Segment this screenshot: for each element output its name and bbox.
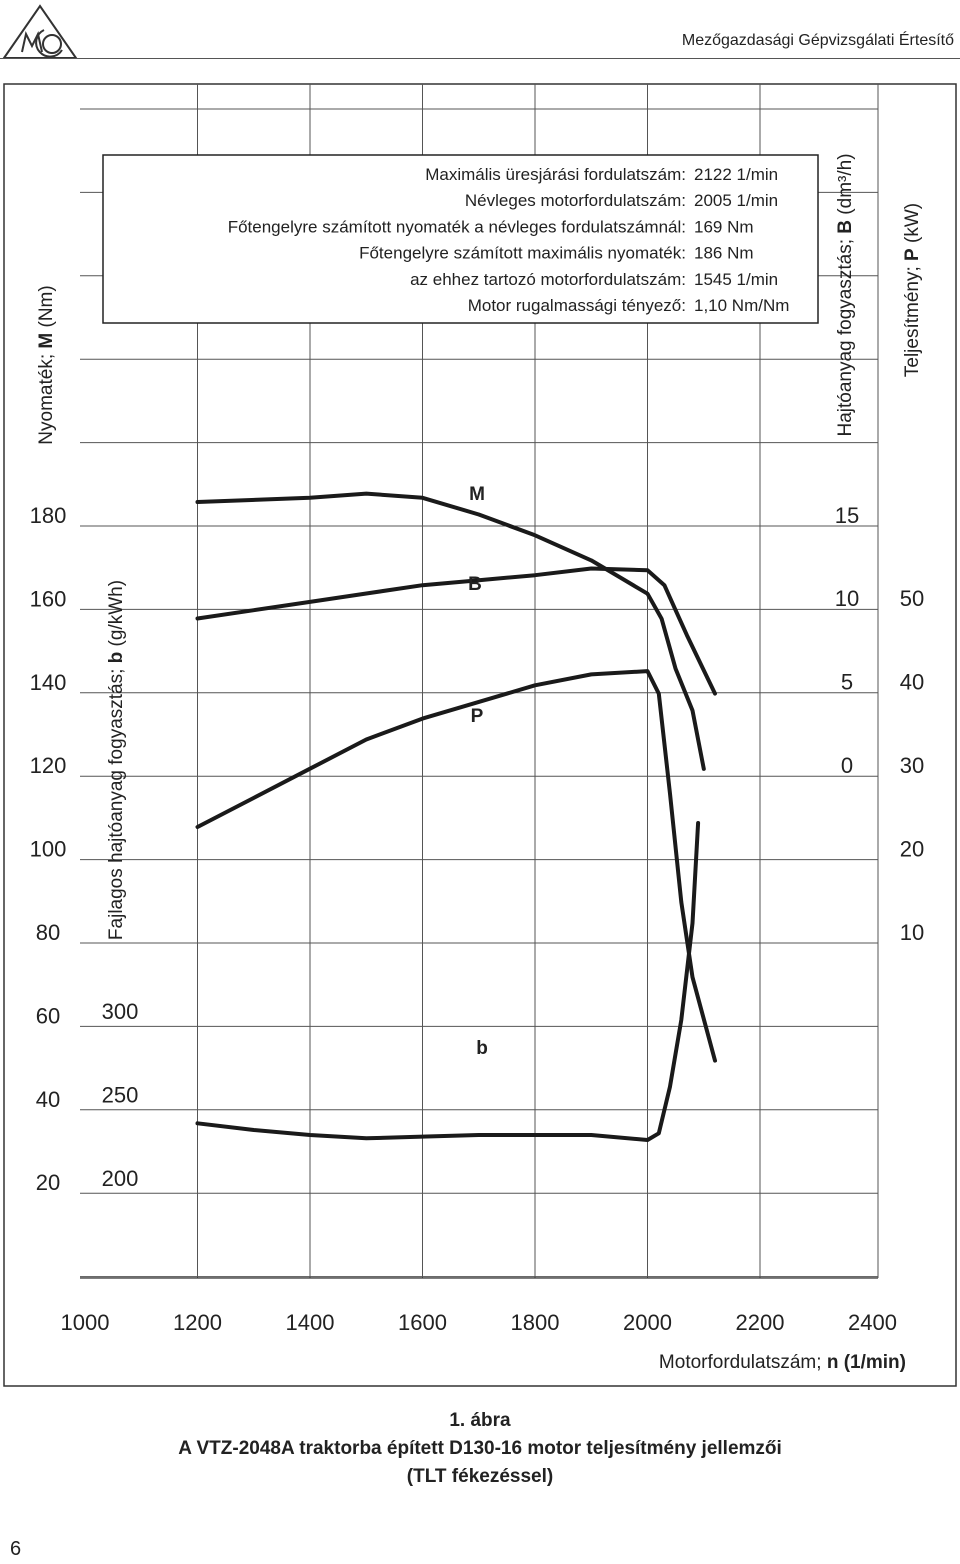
power-tick-label: 50: [900, 586, 924, 611]
series-P-line: [195, 669, 717, 1063]
series-P-label: P: [471, 706, 484, 727]
torque-tick-label: 140: [30, 670, 67, 695]
info-value: 2122 1/min: [694, 165, 778, 184]
series-B-label: B: [468, 574, 482, 595]
journal-title: Mezőgazdasági Gépvizsgálati Értesítő: [681, 32, 954, 49]
x-tick-label: 2000: [623, 1310, 672, 1335]
info-value: 2005 1/min: [694, 191, 778, 210]
header-rule: [0, 58, 960, 59]
x-tick-label: 1800: [511, 1310, 560, 1335]
series-M-line: [195, 491, 706, 771]
series-M-label: M: [469, 484, 485, 505]
x-tick-label: 1400: [286, 1310, 335, 1335]
power-tick-label: 40: [900, 670, 924, 695]
x-tick-label: 2200: [736, 1310, 785, 1335]
info-label: Főtengelyre számított nyomaték a névlege…: [228, 217, 686, 236]
torque-tick-label: 160: [30, 586, 67, 611]
torque-tick-label: 80: [36, 920, 60, 945]
series-b-line: [195, 821, 701, 1142]
tick-labels: 1000 1200 1400 1600 1800 2000 2200 240020406080…: [30, 503, 925, 1335]
figure-subtitle: (TLT fékezéssel): [406, 1466, 554, 1487]
specific-fuel-tick-label: 250: [102, 1083, 139, 1108]
torque-tick-label: 20: [36, 1170, 60, 1195]
torque-tick-label: 40: [36, 1087, 60, 1112]
torque-tick-label: 120: [30, 753, 67, 778]
info-value: 186 Nm: [694, 244, 754, 263]
fuel-axis-label: Hajtóanyag fogyasztás; B (dm³/h): [835, 153, 856, 436]
torque-axis-label: Nyomaték; M (Nm): [36, 285, 57, 444]
info-label: Maximális üresjárási fordulatszám:: [425, 165, 686, 184]
power-axis-label: Teljesítmény; P (kW): [902, 203, 923, 377]
fuel-tick-label: 10: [835, 586, 859, 611]
figure-title: A VTZ-2048A traktorba épített D130-16 mo…: [178, 1438, 782, 1459]
specific-fuel-tick-label: 200: [102, 1166, 139, 1191]
figure-number: 1. ábra: [449, 1410, 511, 1431]
specific-fuel-axis-label: Fajlagos hajtóanyag fogyasztás; b (g/kWh…: [106, 580, 127, 940]
x-tick-label: 2400: [848, 1310, 897, 1335]
series-b-label: b: [476, 1038, 488, 1059]
grid: [80, 84, 879, 1279]
x-axis-label: Motorfordulatszám; n (1/min): [659, 1352, 906, 1373]
power-tick-label: 20: [900, 836, 924, 861]
fuel-tick-label: 0: [841, 753, 853, 778]
info-label: Főtengelyre számított maximális nyomaték…: [359, 244, 686, 263]
chart-frame: [3, 83, 957, 1387]
info-label: az ehhez tartozó motorfordulatszám:: [410, 270, 686, 289]
specific-fuel-tick-label: 300: [102, 999, 139, 1024]
info-value: 1,10 Nm/Nm: [694, 296, 789, 315]
info-value: 1545 1/min: [694, 270, 778, 289]
torque-tick-label: 100: [30, 837, 67, 862]
x-tick-label: 1000: [61, 1310, 110, 1335]
curves: M B Pb: [195, 484, 717, 1142]
info-value: 169 Nm: [694, 217, 754, 236]
info-label: Motor rugalmassági tényező:: [468, 296, 686, 315]
axis-labels: Nyomaték; M (Nm) Fajlagos hajtóanyag fogy…: [36, 153, 923, 1373]
fuel-tick-label: 5: [841, 670, 853, 695]
info-box: [102, 154, 819, 324]
torque-tick-label: 180: [30, 503, 67, 528]
power-tick-label: 10: [900, 920, 924, 945]
page-number: 6: [10, 1538, 22, 1560]
torque-tick-label: 60: [36, 1003, 60, 1028]
x-tick-label: 1600: [398, 1310, 447, 1335]
x-tick-label: 1200: [173, 1310, 222, 1335]
power-tick-label: 30: [900, 753, 924, 778]
info-label: Névleges motorfordulatszám:: [465, 191, 686, 210]
engine-performance-chart: Maximális üresjárási fordulatszám: 2122 1…: [3, 83, 957, 1387]
info-box-lines: Maximális üresjárási fordulatszám: 2122 1…: [228, 165, 790, 315]
series-B-line: [195, 566, 717, 696]
fuel-tick-label: 15: [835, 503, 859, 528]
